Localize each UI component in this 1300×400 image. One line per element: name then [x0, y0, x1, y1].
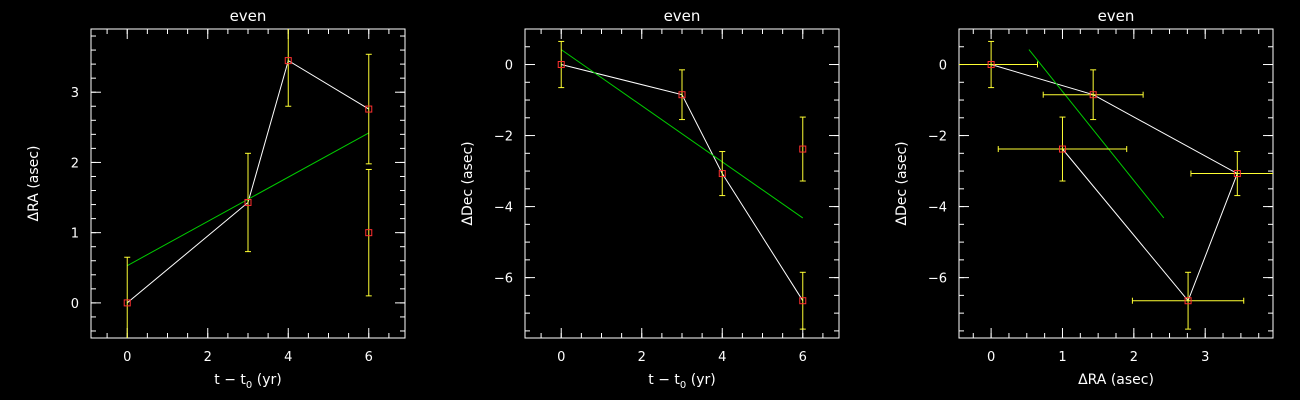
x-tick-label: 2	[638, 350, 646, 365]
x-axis-label-main: t − t	[214, 372, 246, 388]
fit-line	[1028, 49, 1165, 219]
data-layer	[959, 40, 1273, 330]
x-tick-label: 1	[1058, 350, 1066, 365]
data-point	[244, 198, 252, 206]
plot-panel-3: 0 1 2 3 0 −2 −4 −6 even ΔRA (asec) ΔDec (asec)	[894, 7, 1274, 388]
x-tick-label: 2	[204, 350, 212, 365]
data-point	[365, 105, 373, 113]
connector-line	[990, 64, 1238, 302]
y-axis-label: ΔRA (asec)	[26, 146, 42, 222]
x-axis-label-unit: (yr)	[686, 372, 715, 388]
y-tick-label: 0	[939, 59, 947, 74]
chart-title: even	[664, 7, 701, 25]
x-axis-label-main: ΔRA (asec)	[1078, 372, 1154, 388]
plot-frame	[958, 28, 1274, 339]
chart-title: even	[230, 7, 267, 25]
y-tick-label: −4	[494, 201, 513, 216]
connector-line	[126, 59, 370, 304]
y-tick-label: 0	[505, 59, 513, 74]
data-layer	[557, 40, 807, 330]
x-tick-label: 6	[365, 350, 373, 365]
x-axis-label-subscript: 0	[246, 380, 252, 391]
fit-line	[560, 49, 804, 219]
data-point	[1089, 91, 1097, 99]
connector-line	[561, 64, 804, 301]
x-tick-label: 0	[987, 350, 995, 365]
data-point	[284, 57, 292, 65]
x-tick-label: 0	[557, 350, 565, 365]
data-point	[799, 297, 807, 305]
data-point	[557, 61, 565, 69]
y-tick-label: −6	[928, 272, 947, 287]
data-point	[1058, 145, 1066, 153]
data-point	[799, 145, 807, 153]
data-point	[1233, 170, 1241, 178]
y-tick-label: −6	[494, 272, 513, 287]
data-point	[678, 91, 686, 99]
data-point	[123, 299, 131, 307]
x-tick-label: 6	[799, 350, 807, 365]
y-tick-label: −4	[928, 201, 947, 216]
x-axis-label: t − t0 (yr)	[648, 372, 715, 391]
data-point	[718, 170, 726, 178]
x-axis-label: t − t0 (yr)	[214, 372, 281, 391]
y-tick-label: 3	[71, 86, 79, 101]
x-axis-label: ΔRA (asec)	[1078, 372, 1154, 388]
y-tick-label: 2	[71, 156, 79, 171]
x-axis-label-main: t − t	[648, 372, 680, 388]
x-tick-label: 3	[1201, 350, 1209, 365]
y-axis-label: ΔDec (asec)	[894, 141, 910, 225]
chart-title: even	[1098, 7, 1135, 25]
data-point	[1184, 297, 1192, 305]
y-axis-label: ΔDec (asec)	[460, 141, 476, 225]
x-tick-label: 2	[1130, 350, 1138, 365]
data-layer	[123, 29, 373, 338]
y-tick-label: 0	[71, 297, 79, 312]
data-point	[987, 61, 995, 69]
x-axis-label-subscript: 0	[680, 380, 686, 391]
y-tick-label: 1	[71, 227, 79, 242]
x-tick-label: 4	[718, 350, 726, 365]
y-tick-label: −2	[494, 130, 513, 145]
data-point	[365, 229, 373, 237]
y-tick-label: −2	[928, 130, 947, 145]
x-axis-label-unit: (yr)	[252, 372, 281, 388]
x-tick-label: 4	[284, 350, 292, 365]
x-tick-label: 0	[123, 350, 131, 365]
